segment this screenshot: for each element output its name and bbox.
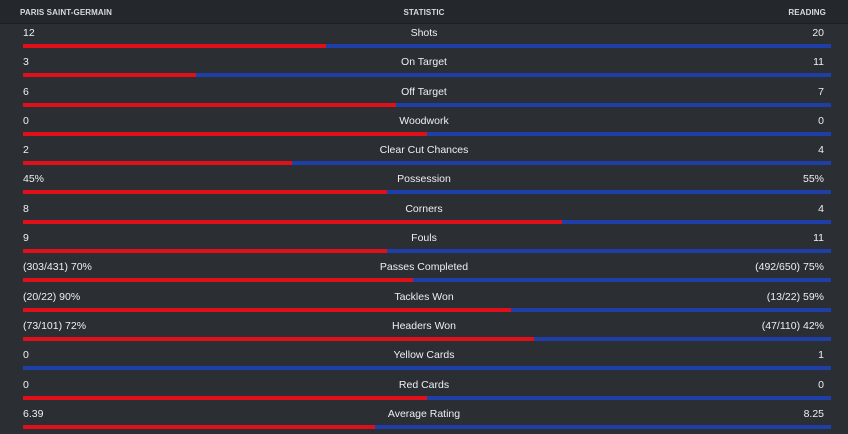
stat-label: Shots — [410, 27, 438, 39]
away-value: 11 — [813, 232, 824, 245]
stat-label: Headers Won — [391, 319, 456, 332]
home-value: 3 — [23, 56, 29, 69]
home-value: 0 — [23, 114, 29, 127]
stats-list: 12 Shots 20 3 On Target 11 6 Off Target … — [0, 24, 848, 434]
statistic-column-title: STATISTIC — [403, 8, 445, 17]
away-team-name: READING — [788, 8, 826, 17]
stat-label: Woodwork — [399, 114, 449, 127]
home-value: (73/101) 72% — [23, 319, 87, 332]
away-value: (492/650) 75% — [755, 261, 824, 274]
away-value: 20 — [812, 27, 824, 39]
home-share-fill — [23, 44, 326, 48]
stat-label: Off Target — [401, 85, 447, 98]
stat-row-average-rating: 6.39 Average Rating 8.25 — [0, 405, 848, 434]
stat-label: Fouls — [411, 232, 437, 245]
away-value: 4 — [818, 202, 824, 215]
away-value: 1 — [818, 349, 824, 362]
home-share-fill — [23, 249, 387, 254]
home-share-fill — [23, 219, 562, 224]
stat-row-red-cards: 0 Red Cards 0 — [0, 376, 848, 405]
stat-label: On Target — [401, 56, 447, 69]
stat-label: Clear Cut Chances — [379, 144, 469, 157]
stat-comparison-bar — [23, 278, 831, 283]
stat-comparison-bar — [23, 131, 831, 136]
home-share-fill — [23, 336, 534, 341]
home-value: (303/431) 70% — [23, 261, 92, 274]
stat-comparison-bar — [23, 307, 831, 312]
stat-comparison-bar — [23, 424, 831, 429]
away-value: 0 — [818, 378, 824, 391]
stat-row-clear-cut-chances: 2 Clear Cut Chances 4 — [0, 141, 848, 170]
stat-row-passes-completed: (303/431) 70% Passes Completed (492/650)… — [0, 258, 848, 287]
home-share-fill — [23, 424, 376, 429]
stat-comparison-bar — [23, 161, 831, 166]
stat-row-woodwork: 0 Woodwork 0 — [0, 112, 848, 141]
home-share-fill — [23, 395, 427, 400]
home-value: 0 — [23, 349, 29, 362]
home-value: 2 — [23, 144, 29, 157]
stat-label: Corners — [405, 202, 443, 215]
stat-row-fouls: 9 Fouls 11 — [0, 229, 848, 258]
away-value: 4 — [818, 144, 824, 157]
stat-comparison-bar — [23, 219, 831, 224]
stat-row-yellow-cards: 0 Yellow Cards 1 — [0, 346, 848, 375]
stat-row-headers-won: (73/101) 72% Headers Won (47/110) 42% — [0, 317, 848, 346]
stat-comparison-bar — [23, 102, 831, 107]
stat-comparison-bar — [23, 336, 831, 341]
stat-label: Possession — [397, 173, 451, 186]
home-share-fill — [23, 190, 387, 195]
home-value: 12 — [23, 27, 35, 39]
home-share-fill — [23, 307, 512, 312]
stat-row-off-target: 6 Off Target 7 — [0, 83, 848, 112]
home-team-name: PARIS SAINT-GERMAIN — [20, 8, 112, 17]
home-share-fill — [23, 131, 427, 136]
home-share-fill — [23, 161, 293, 166]
home-share-fill — [23, 73, 196, 78]
stat-comparison-bar — [23, 44, 831, 48]
away-value: 55% — [802, 173, 824, 186]
away-value: 11 — [813, 56, 824, 69]
home-value: 45% — [23, 173, 45, 186]
home-value: (20/22) 90% — [23, 290, 81, 303]
home-share-fill — [23, 102, 397, 107]
away-value: (13/22) 59% — [766, 290, 824, 303]
home-value: 0 — [23, 378, 29, 391]
away-value: 8.25 — [803, 407, 824, 420]
home-value: 6 — [23, 85, 29, 98]
stat-comparison-bar — [23, 249, 831, 254]
stat-comparison-bar — [23, 73, 831, 78]
stat-row-tackles-won: (20/22) 90% Tackles Won (13/22) 59% — [0, 288, 848, 317]
home-value: 9 — [23, 232, 29, 245]
stat-label: Average Rating — [387, 407, 461, 420]
stat-comparison-bar — [23, 366, 831, 371]
home-value: 8 — [23, 202, 29, 215]
home-share-fill — [23, 278, 414, 283]
stat-label: Yellow Cards — [393, 349, 455, 362]
stat-label: Red Cards — [398, 378, 450, 391]
stat-label: Tackles Won — [394, 290, 454, 303]
stat-row-shots: 12 Shots 20 — [0, 24, 848, 53]
stat-label: Passes Completed — [379, 261, 469, 274]
away-value: 7 — [818, 85, 824, 98]
stat-row-corners: 8 Corners 4 — [0, 200, 848, 229]
stats-header: PARIS SAINT-GERMAIN STATISTIC READING — [0, 0, 848, 24]
stat-comparison-bar — [23, 190, 831, 195]
stat-row-possession: 45% Possession 55% — [0, 170, 848, 199]
away-value: 0 — [818, 114, 824, 127]
stat-comparison-bar — [23, 395, 831, 400]
home-value: 6.39 — [23, 407, 44, 420]
stat-row-on-target: 3 On Target 11 — [0, 53, 848, 82]
away-value: (47/110) 42% — [761, 319, 824, 332]
